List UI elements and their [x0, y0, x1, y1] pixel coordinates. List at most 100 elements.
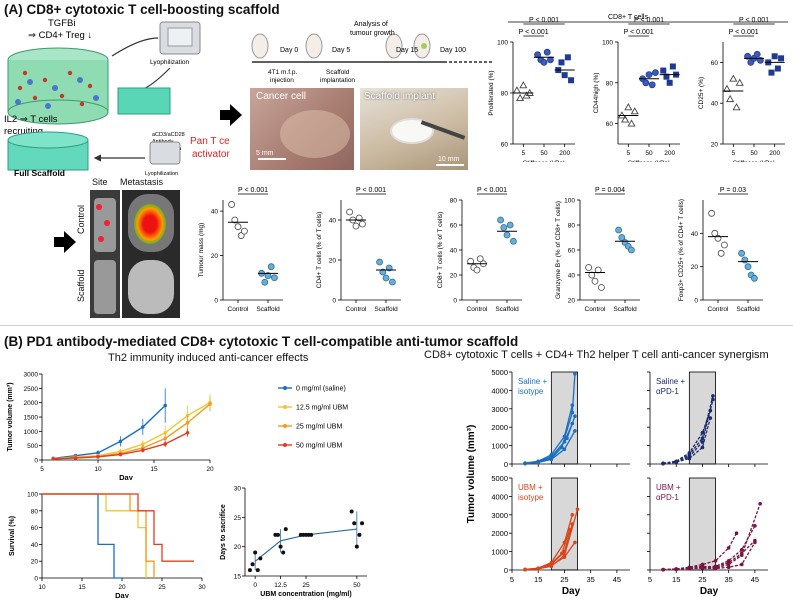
- data-point: [648, 81, 656, 89]
- data-point: [247, 568, 252, 573]
- x-tick-label: 50: [540, 150, 548, 157]
- data-point: [354, 544, 359, 549]
- data-point: [738, 249, 745, 257]
- data-point: [717, 249, 725, 257]
- y-tick-label: 0: [453, 298, 457, 305]
- y-tick-label: 4000: [491, 492, 508, 501]
- y-tick-label: 40: [31, 542, 39, 549]
- panel-label-line-1: UBM +: [656, 483, 681, 492]
- panel-label-line-2: αPD-1: [656, 493, 679, 502]
- synergy-title: CD8+ cytotoxic T cells + CD4+ Th2 helper…: [424, 349, 769, 361]
- y-tick-label: 4000: [491, 386, 508, 395]
- site-imaging-photo: [90, 190, 120, 318]
- scaffold-implant-label: Scaffold implant: [364, 91, 435, 102]
- data-point: [476, 255, 484, 263]
- tumor-curve: [663, 417, 711, 465]
- data-point: [735, 78, 744, 86]
- data-point: [118, 452, 123, 457]
- data-point: [255, 568, 260, 573]
- y-tick-label: 2000: [24, 400, 39, 407]
- legend-marker: [283, 424, 287, 428]
- injection-label-1: 4T1 m.f.p.: [268, 69, 297, 76]
- data-point: [509, 237, 517, 245]
- big-arrow-icon: [220, 104, 242, 126]
- data-point: [642, 79, 650, 87]
- implant-label-1: Scaffold: [326, 69, 350, 76]
- data-point: [96, 455, 100, 459]
- dried-scaffold: [117, 87, 171, 115]
- data-point: [700, 440, 705, 444]
- data-point: [687, 566, 692, 570]
- data-point: [708, 416, 713, 420]
- data-point: [267, 263, 275, 271]
- panel-a-heading: (A) CD8+ cytotoxic T cell-boosting scaff…: [4, 2, 280, 17]
- x-tick-label: 35: [586, 575, 594, 584]
- control-scaffold-charts: 0 20 40 Control Scaffold Tumour mass (mg) P < …: [198, 187, 763, 313]
- data-point: [376, 258, 384, 266]
- panel-label-line-2: isotype: [518, 493, 544, 502]
- data-point: [666, 79, 673, 86]
- panel-divider: [0, 325, 793, 326]
- day0-label: Day 0: [280, 47, 298, 54]
- data-point: [185, 420, 190, 425]
- y-tick-label: 100: [564, 198, 575, 205]
- data-point: [739, 553, 744, 558]
- y-tick-label: 80: [568, 223, 576, 230]
- control-row-label: Control: [76, 204, 86, 234]
- data-point: [250, 562, 255, 567]
- data-point: [729, 74, 738, 82]
- treg-label: ⇒ CD4+ Treg ↓: [28, 30, 92, 41]
- data-point: [118, 439, 123, 444]
- data-point: [96, 451, 100, 455]
- data-point: [228, 201, 235, 208]
- legend-label: 50 mg/ml UBM: [296, 443, 342, 450]
- data-point: [503, 231, 511, 239]
- legend-label: 12.5 mg/ml UBM: [296, 405, 348, 412]
- survival-chart: 0 20 40 60 80 100 10 15 20 25 30 Survival (%) Day: [9, 492, 206, 599]
- x-tick-label: 200: [769, 150, 780, 157]
- data-point: [558, 59, 565, 66]
- tgfbi-label: TGFBi: [48, 18, 75, 29]
- data-point: [739, 547, 744, 552]
- data-point: [661, 567, 665, 572]
- x-tick-label: 25: [560, 575, 568, 584]
- x-tick-label: 5: [732, 150, 736, 157]
- data-point: [624, 103, 633, 111]
- data-point: [674, 460, 679, 464]
- data-point: [573, 429, 577, 433]
- data-point: [185, 413, 190, 418]
- y-tick-label: 60: [450, 223, 458, 230]
- th2-title: Th2 immunity induced anti-cancer effects: [108, 352, 309, 364]
- y-tick-label: 60: [31, 525, 39, 532]
- data-point: [346, 208, 354, 216]
- legend-marker: [283, 386, 287, 390]
- data-point: [771, 53, 778, 60]
- mouse-icon: [251, 33, 269, 59]
- data-point: [141, 448, 145, 453]
- y-axis-label: CD44high (%): [593, 73, 600, 114]
- y-axis-label: Foxp3+ CD25+ (% of CD4+ T cells): [678, 199, 685, 301]
- data-point: [570, 410, 575, 415]
- mouse-icon: [385, 33, 403, 59]
- y-tick-label: 40: [450, 248, 458, 255]
- y-tick-label: 15: [234, 574, 242, 581]
- y-tick-label: 0: [34, 576, 38, 583]
- x-tick-label: Control: [467, 306, 489, 313]
- y-tick-label: 30: [234, 486, 242, 493]
- y-axis-label: CD8+ T cells (% of T cells): [437, 212, 444, 289]
- data-point: [549, 455, 554, 460]
- x-tick-label: 20: [206, 466, 214, 473]
- data-point: [163, 403, 167, 408]
- x-tick-label: 5: [40, 466, 44, 473]
- y-axis-label: CD4+ T cells (% of T cells): [316, 212, 323, 289]
- data-point: [618, 234, 626, 241]
- data-point: [358, 220, 366, 228]
- x-axis-label: Stiffness (kPa): [628, 160, 670, 162]
- p-value: P < 0.001: [477, 187, 507, 194]
- data-point: [721, 241, 728, 249]
- y-tick-label: 60: [606, 121, 614, 128]
- data-point: [564, 54, 571, 61]
- data-point: [281, 550, 286, 555]
- data-point: [591, 277, 599, 285]
- y-axis-label: Survival (%): [9, 516, 16, 556]
